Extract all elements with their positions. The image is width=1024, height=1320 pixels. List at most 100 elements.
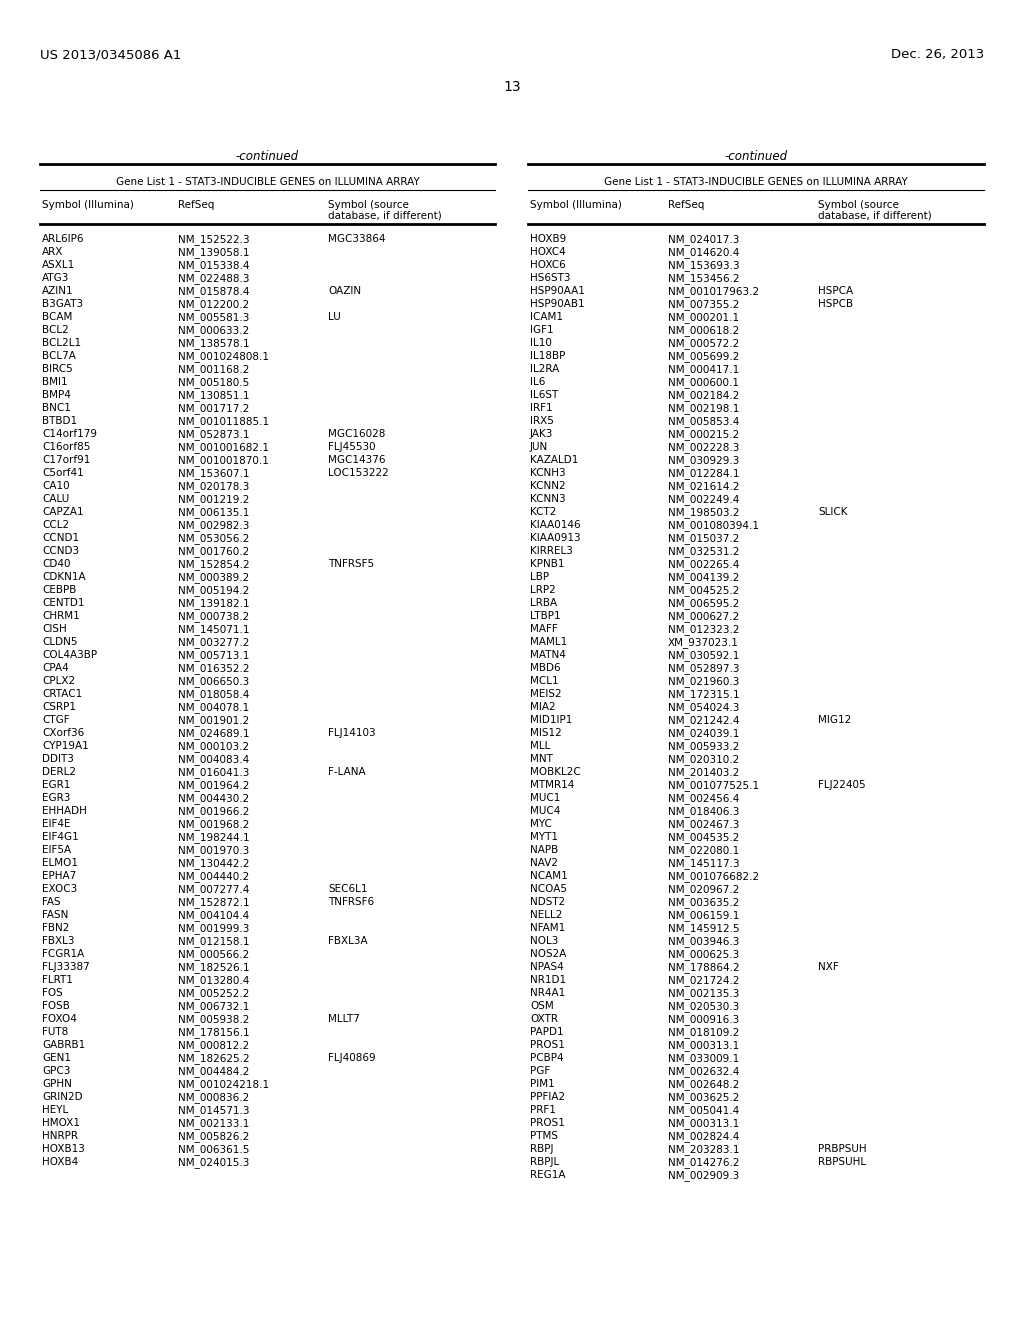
Text: RefSeq: RefSeq bbox=[178, 201, 214, 210]
Text: BCL2L1: BCL2L1 bbox=[42, 338, 81, 348]
Text: GPC3: GPC3 bbox=[42, 1067, 71, 1076]
Text: Gene List 1 - STAT3-INDUCIBLE GENES on ILLUMINA ARRAY: Gene List 1 - STAT3-INDUCIBLE GENES on I… bbox=[116, 177, 420, 187]
Text: NM_002228.3: NM_002228.3 bbox=[668, 442, 739, 453]
Text: NM_002467.3: NM_002467.3 bbox=[668, 818, 739, 830]
Text: REG1A: REG1A bbox=[530, 1170, 565, 1180]
Text: PAPD1: PAPD1 bbox=[530, 1027, 563, 1038]
Text: RBPSUHL: RBPSUHL bbox=[818, 1158, 866, 1167]
Text: NM_002265.4: NM_002265.4 bbox=[668, 558, 739, 570]
Text: NM_002824.4: NM_002824.4 bbox=[668, 1131, 739, 1142]
Text: NM_130442.2: NM_130442.2 bbox=[178, 858, 250, 869]
Text: NM_014620.4: NM_014620.4 bbox=[668, 247, 739, 257]
Text: EGR3: EGR3 bbox=[42, 793, 71, 803]
Text: FUT8: FUT8 bbox=[42, 1027, 69, 1038]
Text: NM_001024218.1: NM_001024218.1 bbox=[178, 1078, 269, 1090]
Text: LRBA: LRBA bbox=[530, 598, 557, 609]
Text: ELMO1: ELMO1 bbox=[42, 858, 78, 869]
Text: NM_000103.2: NM_000103.2 bbox=[178, 741, 249, 752]
Text: CISH: CISH bbox=[42, 624, 67, 634]
Text: NFAM1: NFAM1 bbox=[530, 923, 565, 933]
Text: NM_138578.1: NM_138578.1 bbox=[178, 338, 250, 348]
Text: NM_201403.2: NM_201403.2 bbox=[668, 767, 739, 777]
Text: NM_001080394.1: NM_001080394.1 bbox=[668, 520, 759, 531]
Text: SEC6L1: SEC6L1 bbox=[328, 884, 368, 894]
Text: NM_001901.2: NM_001901.2 bbox=[178, 715, 249, 726]
Text: NM_020310.2: NM_020310.2 bbox=[668, 754, 739, 764]
Text: EHHADH: EHHADH bbox=[42, 807, 87, 816]
Text: NM_006732.1: NM_006732.1 bbox=[178, 1001, 250, 1012]
Text: XM_937023.1: XM_937023.1 bbox=[668, 638, 739, 648]
Text: MUC4: MUC4 bbox=[530, 807, 560, 816]
Text: MGC33864: MGC33864 bbox=[328, 234, 385, 244]
Text: NM_004484.2: NM_004484.2 bbox=[178, 1067, 250, 1077]
Text: MOBKL2C: MOBKL2C bbox=[530, 767, 581, 777]
Text: NM_000313.1: NM_000313.1 bbox=[668, 1040, 739, 1051]
Text: NM_015037.2: NM_015037.2 bbox=[668, 533, 739, 544]
Text: HSP90AA1: HSP90AA1 bbox=[530, 286, 585, 296]
Text: CAPZA1: CAPZA1 bbox=[42, 507, 84, 517]
Text: -continued: -continued bbox=[724, 150, 787, 162]
Text: ARX: ARX bbox=[42, 247, 63, 257]
Text: PROS1: PROS1 bbox=[530, 1118, 565, 1129]
Text: NXF: NXF bbox=[818, 962, 839, 972]
Text: FOS: FOS bbox=[42, 987, 62, 998]
Text: NM_005713.1: NM_005713.1 bbox=[178, 649, 250, 661]
Text: CLDN5: CLDN5 bbox=[42, 638, 78, 647]
Text: DDIT3: DDIT3 bbox=[42, 754, 74, 764]
Text: IRF1: IRF1 bbox=[530, 403, 553, 413]
Text: EIF5A: EIF5A bbox=[42, 845, 71, 855]
Text: GEN1: GEN1 bbox=[42, 1053, 71, 1063]
Text: ARL6IP6: ARL6IP6 bbox=[42, 234, 85, 244]
Text: NM_005938.2: NM_005938.2 bbox=[178, 1014, 250, 1024]
Text: NM_000417.1: NM_000417.1 bbox=[668, 364, 739, 375]
Text: NM_032531.2: NM_032531.2 bbox=[668, 546, 739, 557]
Text: BMP4: BMP4 bbox=[42, 389, 71, 400]
Text: NM_002456.4: NM_002456.4 bbox=[668, 793, 739, 804]
Text: Dec. 26, 2013: Dec. 26, 2013 bbox=[891, 48, 984, 61]
Text: NM_020530.3: NM_020530.3 bbox=[668, 1001, 739, 1012]
Text: CALU: CALU bbox=[42, 494, 70, 504]
Text: RBPJL: RBPJL bbox=[530, 1158, 559, 1167]
Text: NM_001168.2: NM_001168.2 bbox=[178, 364, 250, 375]
Text: MAFF: MAFF bbox=[530, 624, 558, 634]
Text: NM_021724.2: NM_021724.2 bbox=[668, 975, 739, 986]
Text: NM_000572.2: NM_000572.2 bbox=[668, 338, 739, 348]
Text: Symbol (Illumina): Symbol (Illumina) bbox=[42, 201, 134, 210]
Text: MNT: MNT bbox=[530, 754, 553, 764]
Text: NM_012284.1: NM_012284.1 bbox=[668, 469, 739, 479]
Text: 13: 13 bbox=[503, 81, 521, 94]
Text: NM_004104.4: NM_004104.4 bbox=[178, 909, 249, 921]
Text: NM_014571.3: NM_014571.3 bbox=[178, 1105, 250, 1115]
Text: KCT2: KCT2 bbox=[530, 507, 556, 517]
Text: NM_203283.1: NM_203283.1 bbox=[668, 1144, 739, 1155]
Text: NM_152854.2: NM_152854.2 bbox=[178, 558, 250, 570]
Text: C17orf91: C17orf91 bbox=[42, 455, 90, 465]
Text: CHRM1: CHRM1 bbox=[42, 611, 80, 620]
Text: CPLX2: CPLX2 bbox=[42, 676, 75, 686]
Text: KCNH3: KCNH3 bbox=[530, 469, 565, 478]
Text: NM_013280.4: NM_013280.4 bbox=[178, 975, 250, 986]
Text: NM_004535.2: NM_004535.2 bbox=[668, 832, 739, 843]
Text: NM_002184.2: NM_002184.2 bbox=[668, 389, 739, 401]
Text: NM_022080.1: NM_022080.1 bbox=[668, 845, 739, 855]
Text: NM_021614.2: NM_021614.2 bbox=[668, 480, 739, 492]
Text: NM_005194.2: NM_005194.2 bbox=[178, 585, 250, 595]
Text: ATG3: ATG3 bbox=[42, 273, 70, 282]
Text: NM_002909.3: NM_002909.3 bbox=[668, 1170, 739, 1181]
Text: RBPJ: RBPJ bbox=[530, 1144, 554, 1154]
Text: PCBP4: PCBP4 bbox=[530, 1053, 563, 1063]
Text: NM_000215.2: NM_000215.2 bbox=[668, 429, 739, 440]
Text: MIA2: MIA2 bbox=[530, 702, 556, 711]
Text: Symbol (source: Symbol (source bbox=[328, 201, 409, 210]
Text: NM_001077525.1: NM_001077525.1 bbox=[668, 780, 759, 791]
Text: NM_005826.2: NM_005826.2 bbox=[178, 1131, 250, 1142]
Text: NM_152522.3: NM_152522.3 bbox=[178, 234, 250, 246]
Text: AZIN1: AZIN1 bbox=[42, 286, 74, 296]
Text: MLL: MLL bbox=[530, 741, 550, 751]
Text: FAS: FAS bbox=[42, 898, 60, 907]
Text: NM_005699.2: NM_005699.2 bbox=[668, 351, 739, 362]
Text: EIF4G1: EIF4G1 bbox=[42, 832, 79, 842]
Text: CPA4: CPA4 bbox=[42, 663, 69, 673]
Text: FBN2: FBN2 bbox=[42, 923, 70, 933]
Text: LBP: LBP bbox=[530, 572, 549, 582]
